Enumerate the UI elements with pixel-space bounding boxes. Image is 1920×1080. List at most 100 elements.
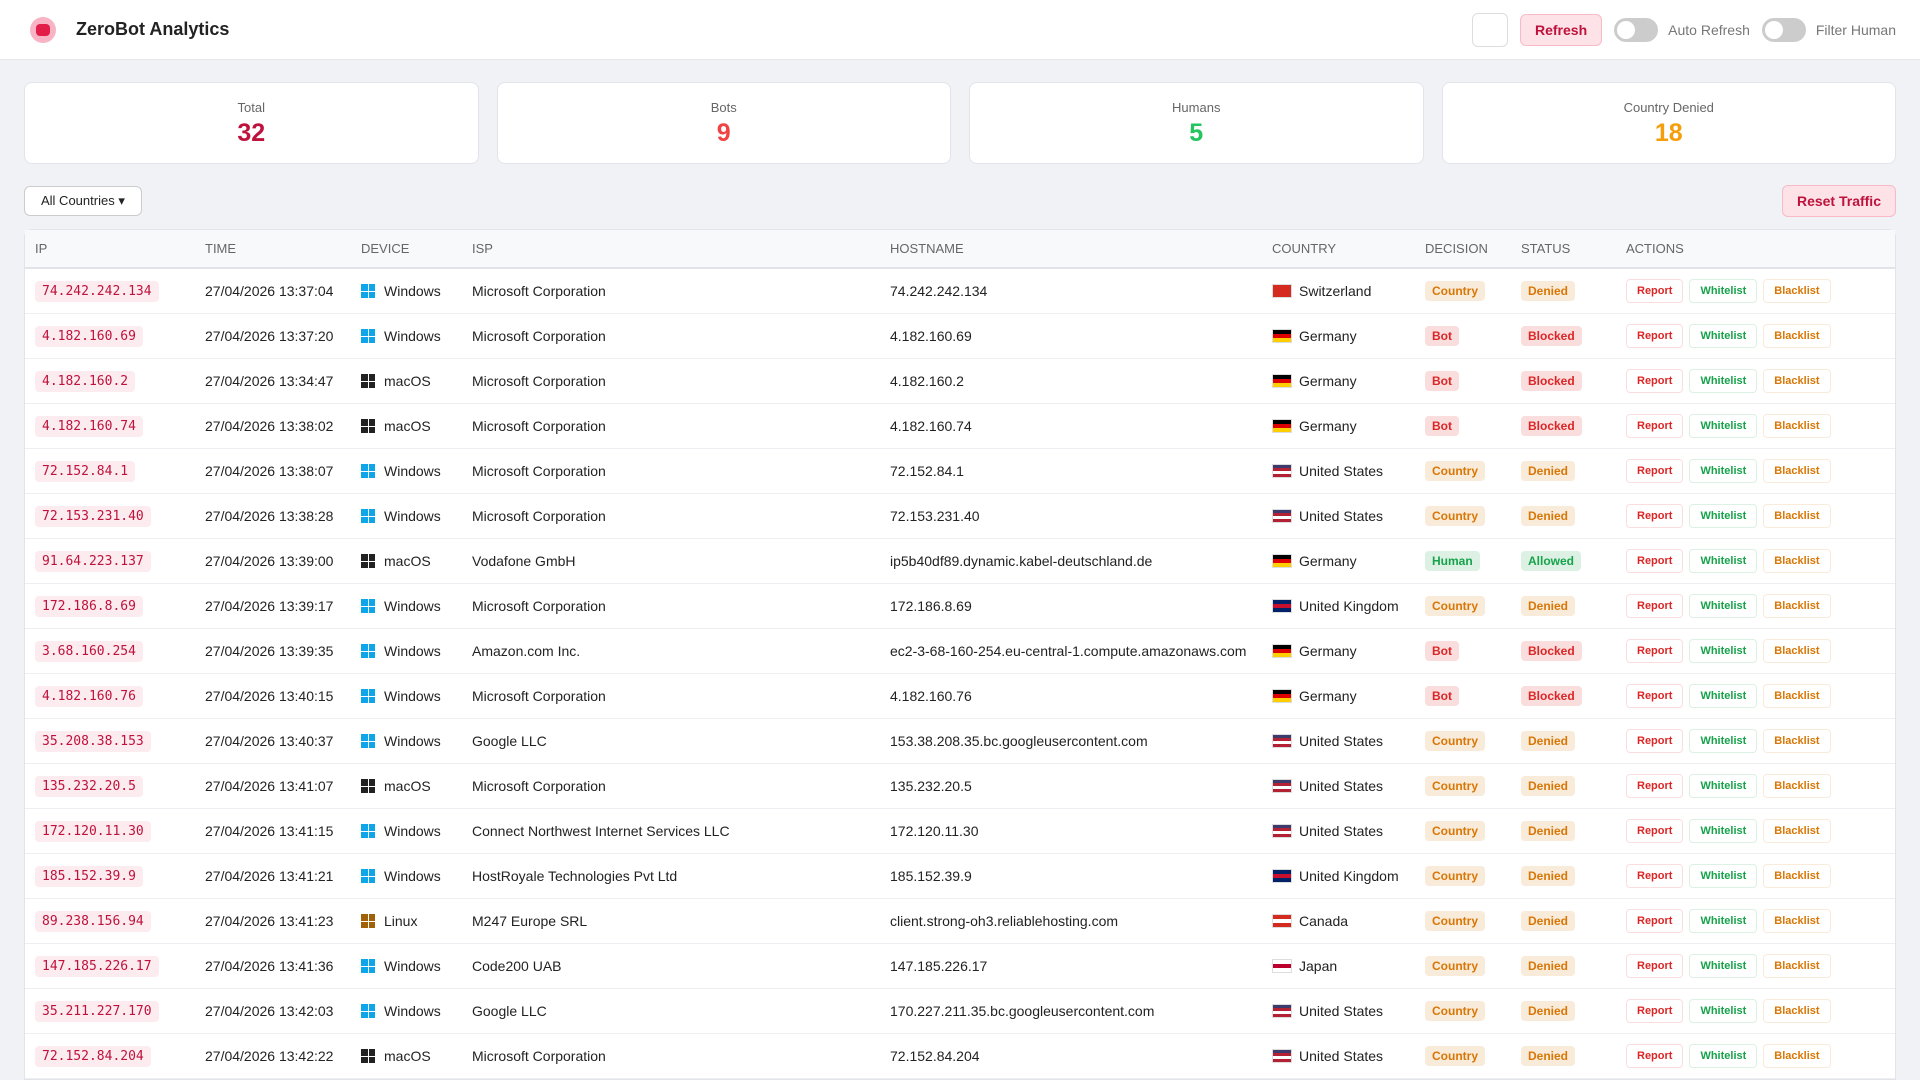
flag-stripe [1273,744,1291,747]
action-button[interactable]: Report [1626,864,1684,888]
action-button[interactable]: Report [1626,999,1684,1023]
time: 27/04/2026 13:38:07 [205,463,334,479]
action-button[interactable]: Report [1626,954,1684,978]
action-button[interactable]: Whitelist [1689,954,1758,978]
icon-part [368,419,375,426]
device: Windows [384,823,441,839]
action-button[interactable]: Whitelist [1689,459,1758,483]
action-button[interactable]: Whitelist [1689,999,1758,1023]
column-header: HOSTNAME [890,241,964,256]
action-button[interactable]: Blacklist [1763,369,1831,393]
action-button[interactable]: Report [1626,549,1684,573]
action-button[interactable]: Blacklist [1763,414,1831,438]
action-button[interactable]: Report [1626,504,1684,528]
action-button[interactable]: Blacklist [1763,864,1831,888]
action-button[interactable]: Whitelist [1689,369,1758,393]
icon-button[interactable] [1472,13,1508,47]
action-button[interactable]: Whitelist [1689,774,1758,798]
table-row: 4.182.160.69 27/04/2026 13:37:20 Windows Mi… [25,314,1895,359]
flag [1272,464,1292,478]
cell: macOS [361,404,431,448]
action-button[interactable]: Report [1626,1044,1684,1068]
action-button[interactable]: Report [1626,819,1684,843]
action-button[interactable]: Whitelist [1689,279,1758,303]
action-button[interactable]: Blacklist [1763,324,1831,348]
time: 27/04/2026 13:37:20 [205,328,334,344]
cell: Report Whitelist Blacklist [1626,404,1837,448]
time: 27/04/2026 13:40:37 [205,733,334,749]
isp: Microsoft Corporation [472,778,606,794]
cell: Country [1425,269,1485,313]
action-button[interactable]: Whitelist [1689,549,1758,573]
cell: Denied [1521,809,1576,853]
action-button[interactable]: Whitelist [1689,639,1758,663]
flag-stripe [1273,285,1291,297]
action-button[interactable]: Whitelist [1689,504,1758,528]
action-button[interactable]: Report [1626,279,1684,303]
action-button[interactable]: Report [1626,639,1684,663]
flag [1272,914,1292,928]
country: Germany [1299,643,1357,659]
action-button[interactable]: Blacklist [1763,774,1831,798]
action-button[interactable]: Report [1626,414,1684,438]
cell: 27/04/2026 13:41:07 [205,764,333,808]
action-button[interactable]: Report [1626,729,1684,753]
action-button[interactable]: Blacklist [1763,1044,1831,1068]
action-button[interactable]: Whitelist [1689,729,1758,753]
cell: 27/04/2026 13:37:04 [205,269,333,313]
action-button[interactable]: Report [1626,684,1684,708]
action-button[interactable]: Blacklist [1763,729,1831,753]
action-button[interactable]: Whitelist [1689,819,1758,843]
isp: Google LLC [472,1003,547,1019]
action-button[interactable]: Blacklist [1763,504,1831,528]
isp: Microsoft Corporation [472,463,606,479]
action-button[interactable]: Blacklist [1763,954,1831,978]
action-button[interactable]: Whitelist [1689,594,1758,618]
cell: 72.153.231.40 [35,494,151,538]
action-button[interactable]: Blacklist [1763,549,1831,573]
action-button[interactable]: Blacklist [1763,459,1831,483]
cell: 27/04/2026 13:42:22 [205,1034,333,1078]
action-button[interactable]: Report [1626,909,1684,933]
action-button[interactable]: Blacklist [1763,594,1831,618]
reset-button[interactable]: Reset Traffic [1781,185,1896,217]
action-button[interactable]: Report [1626,369,1684,393]
cell: Report Whitelist Blacklist [1626,944,1837,988]
device-icon [361,419,375,433]
device-icon [361,329,375,343]
flag-stripe [1273,1056,1291,1059]
toggle[interactable]: Filter Human [1761,18,1896,42]
flag-stripe [1273,1050,1291,1053]
action-button[interactable]: Report [1626,594,1684,618]
action-button[interactable]: Report [1626,459,1684,483]
action-button[interactable]: Whitelist [1689,684,1758,708]
flag [1272,509,1292,523]
action-button[interactable]: Blacklist [1763,684,1831,708]
action-button[interactable]: Whitelist [1689,864,1758,888]
table-row: 4.182.160.74 27/04/2026 13:38:02 macOS Micr… [25,404,1895,449]
device-icon [361,284,375,298]
cell: United Kingdom [1272,854,1399,898]
action-button[interactable]: Blacklist [1763,279,1831,303]
action-button[interactable]: Blacklist [1763,819,1831,843]
refresh-button[interactable]: Refresh [1520,14,1603,46]
action-button[interactable]: Whitelist [1689,414,1758,438]
toggle[interactable]: Auto Refresh [1614,18,1750,42]
cell: United States [1272,989,1383,1033]
table-row: 89.238.156.94 27/04/2026 13:41:23 Linux M24… [25,899,1895,944]
action-button[interactable]: Whitelist [1689,1044,1758,1068]
action-button[interactable]: Blacklist [1763,909,1831,933]
device: Windows [384,643,441,659]
action-button[interactable]: Whitelist [1689,324,1758,348]
select-label: All Countries [41,193,115,208]
action-button[interactable]: Report [1626,324,1684,348]
cell: Connect Northwest Internet Services LLC [472,809,730,853]
country-select[interactable]: All Countries ▾ [24,186,142,216]
action-button[interactable]: Blacklist [1763,999,1831,1023]
flag-stripe [1273,474,1291,477]
action-button[interactable]: Blacklist [1763,639,1831,663]
device: macOS [384,418,431,434]
action-button[interactable]: Report [1626,774,1684,798]
action-button[interactable]: Whitelist [1689,909,1758,933]
